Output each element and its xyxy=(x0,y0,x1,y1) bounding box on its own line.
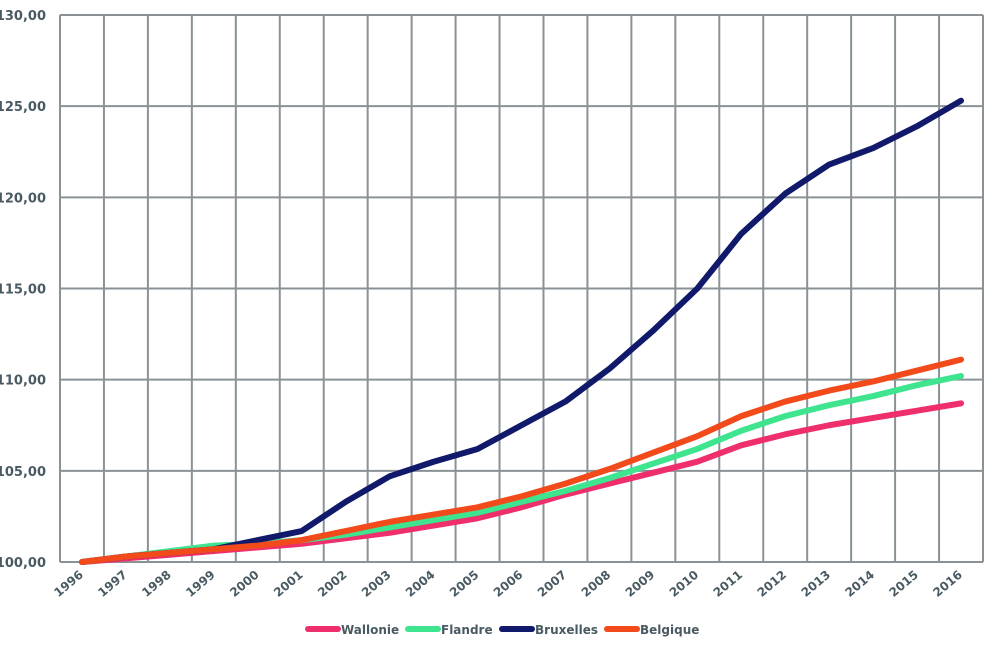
x-tick-label: 2002 xyxy=(315,568,350,600)
y-tick-label: 120,00 xyxy=(0,191,46,206)
x-tick-label: 2000 xyxy=(227,568,262,600)
series-line-flandre xyxy=(78,373,965,565)
x-tick-label: 2006 xyxy=(491,568,526,600)
x-tick-label: 1997 xyxy=(95,568,130,600)
legend-label: Wallonie xyxy=(341,623,399,637)
x-tick-label: 2003 xyxy=(359,568,394,600)
x-tick-label: 2013 xyxy=(799,568,834,600)
series-lines xyxy=(78,97,965,565)
y-tick-label: 115,00 xyxy=(0,283,46,298)
y-tick-label: 105,00 xyxy=(0,465,46,480)
y-tick-label: 125,00 xyxy=(0,100,46,115)
series-line-belgique xyxy=(78,356,965,565)
x-tick-label: 1996 xyxy=(51,568,86,600)
x-tick-label: 2009 xyxy=(623,568,658,600)
x-tick-label: 2012 xyxy=(755,568,790,600)
y-tick-label: 110,00 xyxy=(0,374,46,389)
x-tick-label: 2004 xyxy=(403,568,438,600)
legend-label: Belgique xyxy=(640,623,699,637)
x-tick-label: 2011 xyxy=(711,568,746,600)
x-tick-label: 2010 xyxy=(667,568,702,600)
legend: Wallonie Flandre Bruxelles Belgique xyxy=(305,623,699,637)
x-tick-label: 1999 xyxy=(183,568,218,600)
series-line-bruxelles xyxy=(78,97,965,565)
x-tick-label: 2007 xyxy=(535,568,570,600)
x-tick-label: 1998 xyxy=(139,568,174,600)
legend-label: Bruxelles xyxy=(535,623,598,637)
x-tick-label: 2016 xyxy=(930,568,965,600)
x-tick-label: 2015 xyxy=(886,568,921,600)
y-tick-label: 100,00 xyxy=(0,556,46,571)
x-tick-label: 2005 xyxy=(447,568,482,600)
grid xyxy=(59,14,984,563)
x-tick-label: 2014 xyxy=(842,568,877,600)
y-axis-ticks: 100,00 105,00 110,00 115,00 120,00 125,00 130,… xyxy=(0,9,46,571)
x-axis-ticks: 1996 1997 1998 1999 2000 2001 2002 2003 2004 2005… xyxy=(51,568,965,600)
y-tick-label: 130,00 xyxy=(0,9,46,24)
x-tick-label: 2008 xyxy=(579,568,614,600)
legend-label: Flandre xyxy=(441,623,493,637)
x-tick-label: 2001 xyxy=(271,568,306,600)
